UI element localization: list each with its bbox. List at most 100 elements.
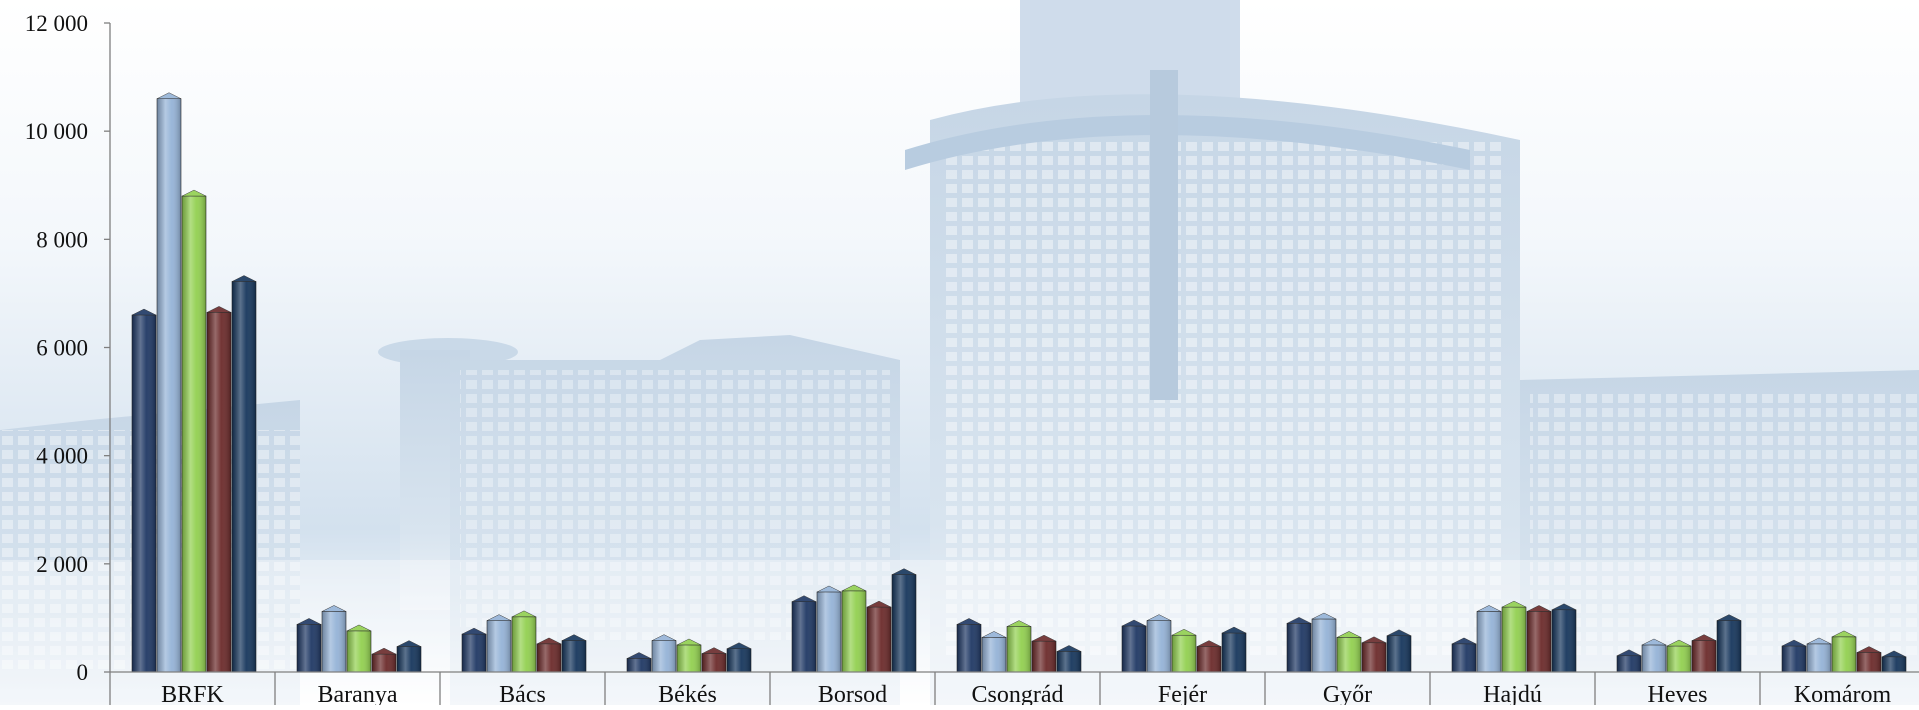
- bar-top-bevel: [1666, 639, 1692, 647]
- bar-top-bevel: [1856, 646, 1882, 653]
- bar-top-bevel: [206, 306, 232, 313]
- bar-top-bevel: [321, 605, 347, 612]
- bar-highlight: [562, 640, 586, 672]
- bar-top-bevel: [1121, 619, 1147, 627]
- bar-top-bevel: [371, 647, 397, 655]
- bar-top-bevel: [981, 631, 1007, 638]
- x-tick-label: Győr: [1323, 682, 1372, 705]
- x-tick-label: Komárom: [1794, 682, 1892, 705]
- bar-top-bevel: [1806, 637, 1832, 645]
- bar-highlight: [627, 658, 651, 672]
- y-tick-label: 2 000: [36, 552, 88, 577]
- bar-highlight: [677, 644, 701, 672]
- bar-highlight: [1172, 635, 1196, 672]
- bar-top-bevel: [1221, 626, 1247, 634]
- bar-highlight: [347, 630, 371, 672]
- x-tick-label: Borsod: [818, 682, 887, 705]
- bar-highlight: [1882, 656, 1906, 672]
- bar-highlight: [1222, 633, 1246, 672]
- bar-top-bevel: [461, 627, 487, 635]
- x-tick-label: Baranya: [318, 682, 398, 705]
- bar-top-bevel: [841, 584, 867, 592]
- bar-highlight: [132, 315, 156, 672]
- bar-highlight: [1617, 655, 1641, 672]
- bar-highlight: [462, 634, 486, 672]
- bar-highlight: [1667, 646, 1691, 672]
- y-tick-label: 8 000: [36, 227, 88, 252]
- bar-top-bevel: [1831, 630, 1857, 638]
- bar-highlight: [157, 98, 181, 672]
- bar-highlight: [1197, 646, 1221, 672]
- x-axis: BRFK Baranya Bács Békés Borsod Csongrád Fejér G…: [110, 671, 1919, 708]
- y-tick-label: 12 000: [25, 11, 88, 36]
- x-tick-label: Heves: [1648, 682, 1708, 705]
- y-tick-label: 6 000: [36, 336, 88, 361]
- bar-highlight: [1857, 652, 1881, 672]
- bar-top-bevel: [701, 647, 727, 654]
- x-tick-label: Bács: [499, 682, 546, 705]
- plot-area: [131, 92, 1907, 673]
- bar-top-bevel: [1501, 600, 1527, 608]
- bar-top-bevel: [1286, 617, 1312, 624]
- bar-top-bevel: [1781, 639, 1807, 647]
- bar-highlight: [1477, 611, 1501, 672]
- bar-highlight: [957, 624, 981, 672]
- bar-highlight: [867, 607, 891, 672]
- y-tick-label: 10 000: [25, 119, 88, 144]
- bar-highlight: [397, 646, 421, 672]
- bar-highlight: [892, 574, 916, 672]
- bar-highlight: [842, 590, 866, 672]
- bar-top-bevel: [1146, 614, 1172, 621]
- bar-highlight: [322, 611, 346, 672]
- bar-highlight: [1782, 646, 1806, 672]
- bar-top-bevel: [1386, 629, 1412, 637]
- bar-highlight: [297, 624, 321, 672]
- bar-top-bevel: [1451, 637, 1477, 645]
- bar-highlight: [1337, 637, 1361, 672]
- bar-top-bevel: [791, 595, 817, 602]
- y-tick-label: 4 000: [36, 444, 88, 469]
- x-tick-label: BRFK: [161, 682, 224, 705]
- bar-top-bevel: [1691, 634, 1717, 641]
- bar-highlight: [182, 196, 206, 673]
- bar-highlight: [982, 637, 1006, 672]
- bar-highlight: [1122, 626, 1146, 672]
- bar-highlight: [1147, 620, 1171, 672]
- x-tick-label: Csongrád: [972, 682, 1064, 705]
- bar-top-bevel: [346, 624, 372, 632]
- bar-highlight: [727, 648, 751, 672]
- bar-highlight: [1527, 611, 1551, 672]
- bar-top-bevel: [1006, 620, 1032, 627]
- bar-top-bevel: [156, 92, 182, 99]
- bar-top-bevel: [816, 585, 842, 593]
- bar-top-bevel: [1716, 614, 1742, 621]
- bar-highlight: [512, 616, 536, 672]
- bar-highlight: [702, 653, 726, 672]
- y-axis: 0 2 000 4 000 6 000 8 000 10 000 12 000: [25, 11, 111, 705]
- bar-highlight: [1007, 626, 1031, 672]
- bar-top-bevel: [676, 638, 702, 646]
- bar-top-bevel: [956, 618, 982, 625]
- x-tick-label: Békés: [658, 682, 717, 705]
- bar-highlight: [1502, 607, 1526, 672]
- bar-top-bevel: [1361, 636, 1387, 644]
- x-tick-label: Fejér: [1158, 682, 1207, 705]
- bar-highlight: [1312, 618, 1336, 672]
- y-tick-label: 0: [77, 660, 89, 685]
- bar-highlight: [1057, 651, 1081, 672]
- bar-highlight: [817, 591, 841, 672]
- bar-top-bevel: [1311, 612, 1337, 620]
- bar-highlight: [232, 281, 256, 672]
- bar-top-bevel: [651, 634, 677, 641]
- bar-highlight: [487, 620, 511, 672]
- bar-top-bevel: [1881, 650, 1907, 658]
- bar-top-bevel: [726, 642, 752, 649]
- bar-highlight: [652, 640, 676, 672]
- bar-highlight: [1642, 644, 1666, 672]
- bar-highlight: [537, 643, 561, 672]
- bar-top-bevel: [561, 634, 587, 641]
- bar-highlight: [1452, 643, 1476, 672]
